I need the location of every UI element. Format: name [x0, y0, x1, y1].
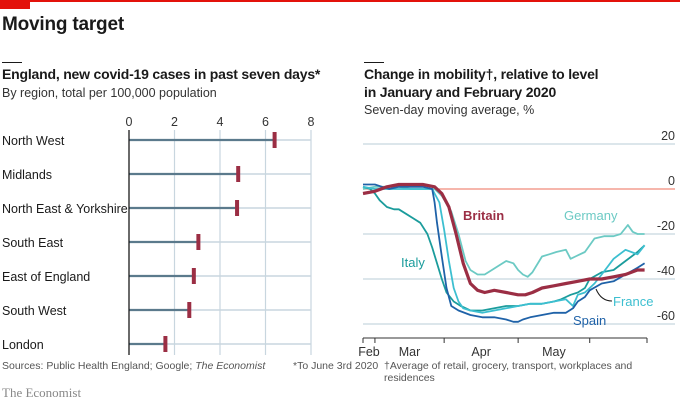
- bar-marker: [272, 132, 277, 148]
- bar-marker: [196, 234, 201, 250]
- footnote-dagger: †Average of retail, grocery, transport, …: [384, 360, 633, 384]
- series-line-germany: [362, 185, 645, 278]
- sources-italic: The Economist: [195, 360, 266, 372]
- category-label: East of England: [2, 270, 90, 284]
- category-label: South West: [2, 304, 67, 318]
- category-label: South East: [2, 236, 64, 250]
- left-chart-title: England, new covid-19 cases in past seve…: [2, 66, 321, 82]
- bar-marker: [235, 200, 240, 216]
- series-line-spain: [363, 183, 646, 323]
- x-tick-label: 0: [126, 115, 133, 129]
- x-month-label: May: [542, 345, 566, 359]
- sources-text: Sources: Public Health England; Google;: [2, 360, 196, 372]
- right-panel-rule: [364, 62, 384, 63]
- france-pointer: [595, 288, 613, 302]
- series-line-britain: [362, 182, 645, 297]
- annotation-france: France: [613, 294, 653, 309]
- footnote-date: *To June 3rd 2020: [293, 360, 379, 372]
- right-chart-title-line1: Change in mobility†, relative to level: [364, 66, 599, 82]
- right-chart-title-line2: in January and February 2020: [364, 84, 557, 100]
- x-tick-label: 8: [308, 115, 315, 129]
- annotation-germany: Germany: [564, 208, 618, 223]
- x-tick-label: 2: [171, 115, 178, 129]
- mobility-line-chart: 20 0 -20 -40 -60 Feb Mar Apr May Britain Germany It…: [358, 129, 675, 359]
- left-chart-subtitle: By region, total per 100,000 population: [2, 86, 217, 100]
- series-line-france: [362, 185, 646, 314]
- category-label: North West: [2, 134, 65, 148]
- annotation-italy: Italy: [401, 255, 425, 270]
- y-tick-label: -40: [657, 264, 675, 278]
- bar-marker: [236, 166, 241, 182]
- bar-marker: [191, 268, 196, 284]
- right-chart-subtitle: Seven-day moving average, %: [364, 103, 535, 117]
- x-month-label: Mar: [399, 345, 421, 359]
- category-label: Midlands: [2, 168, 52, 182]
- x-month-label: Apr: [471, 345, 490, 359]
- annotation-britain: Britain: [463, 208, 504, 223]
- x-tick-label: 6: [262, 115, 269, 129]
- cases-bar-chart: 0 2 4 6 8 North West Midlands North East & York…: [2, 115, 315, 355]
- red-tab-logo-mark: [0, 0, 30, 9]
- main-title: Moving target: [2, 14, 124, 35]
- y-tick-label: -60: [657, 309, 675, 323]
- category-label: North East & Yorkshire: [2, 202, 128, 216]
- brand-logo: The Economist: [2, 385, 82, 400]
- x-month-label: Feb: [358, 345, 380, 359]
- bar-marker: [187, 302, 192, 318]
- x-tick-label: 4: [217, 115, 224, 129]
- y-tick-label: 20: [661, 129, 675, 143]
- sources-note: Sources: Public Health England; Google; …: [2, 360, 265, 372]
- bar-marker: [163, 336, 168, 352]
- y-tick-label: -20: [657, 219, 675, 233]
- category-label: London: [2, 338, 44, 352]
- series-line-italy: [362, 185, 646, 312]
- top-red-line: [0, 0, 680, 2]
- y-tick-label: 0: [668, 174, 675, 188]
- left-panel-rule: [2, 62, 22, 63]
- annotation-spain: Spain: [573, 313, 606, 328]
